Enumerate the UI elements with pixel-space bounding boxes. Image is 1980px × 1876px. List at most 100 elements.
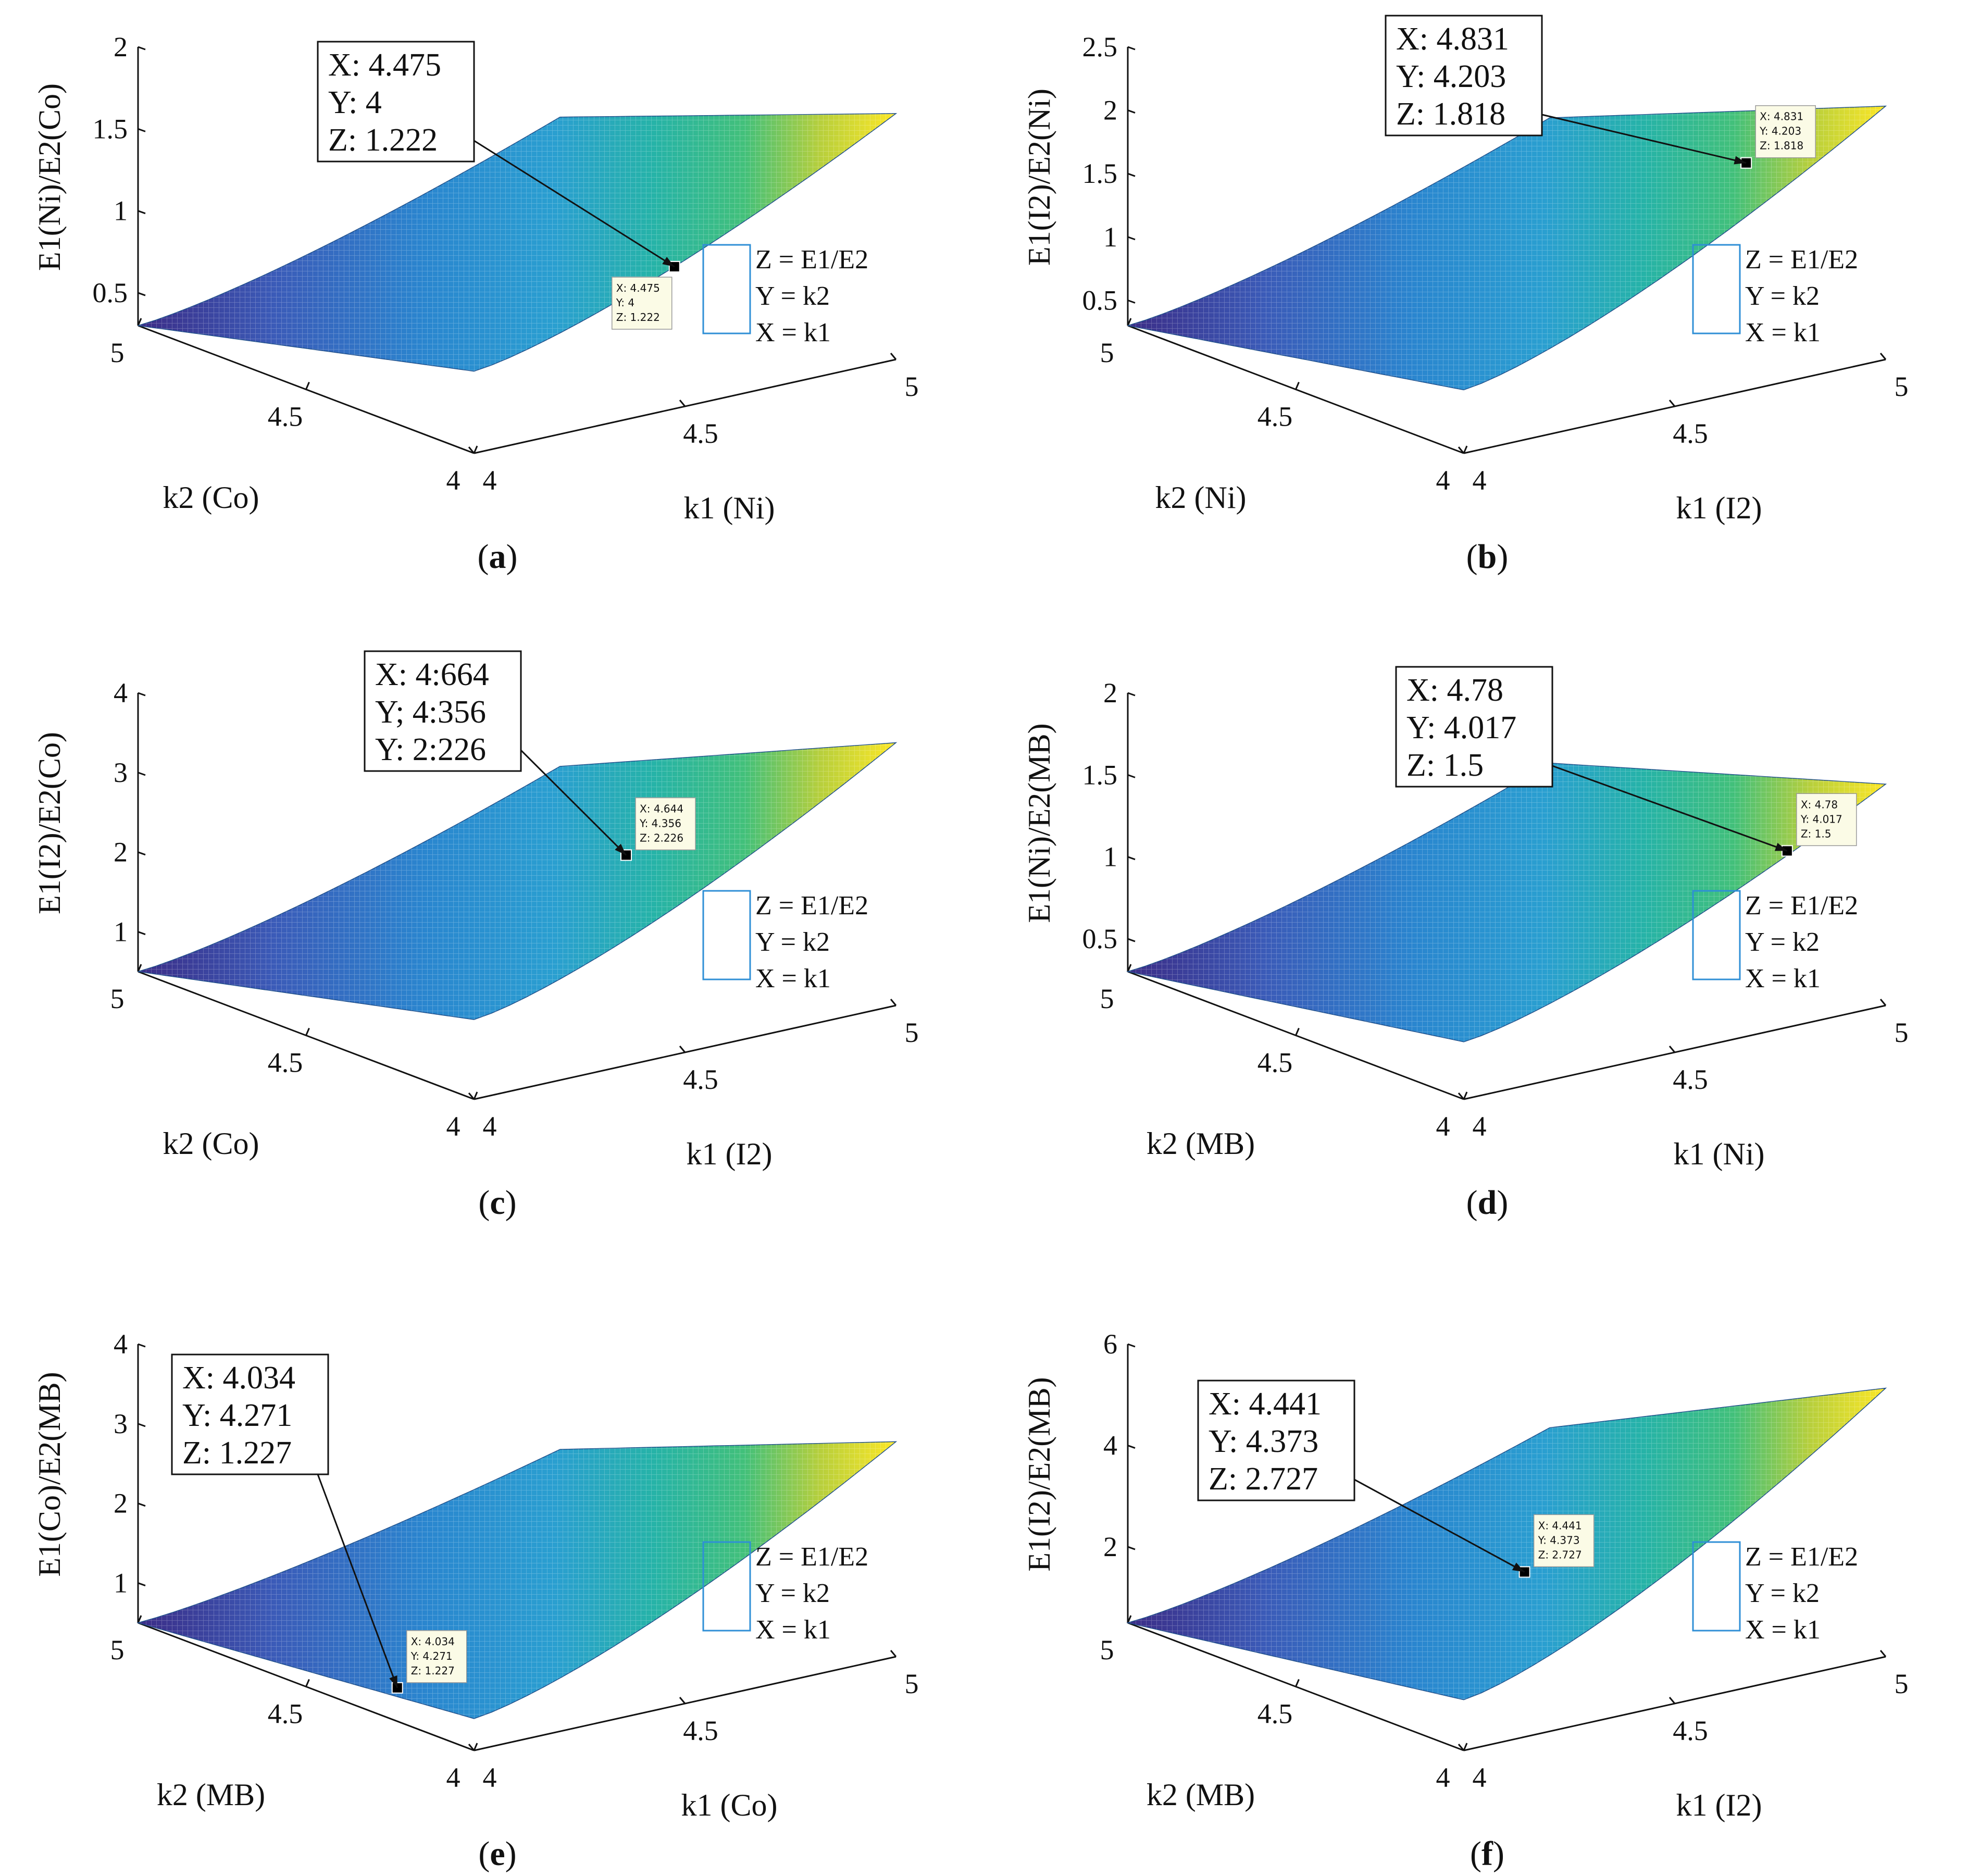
k2-tick-label: 5: [110, 1634, 124, 1666]
legend: Z = E1/E2 Y = k2 X = k1: [1692, 244, 1858, 347]
k2-tick-label: 4.5: [1257, 401, 1293, 432]
z-tick-mark: [138, 1582, 146, 1586]
callout-box: [1385, 15, 1543, 136]
legend: Z = E1/E2 Y = k2 X = k1: [1692, 1541, 1858, 1645]
k1-tick-mark: [890, 353, 897, 360]
datatip-line: Y: 4.017: [1800, 813, 1842, 825]
k1-tick-mark: [1458, 1092, 1465, 1100]
legend-entry: Z = E1/E2: [755, 891, 868, 921]
datatip-box: [612, 277, 673, 330]
callout-box: [317, 41, 475, 163]
z-axis-label: E1(Ni)/E2(Co): [32, 83, 67, 271]
legend-entry: Z = E1/E2: [1745, 1542, 1858, 1572]
k1-tick-label: 4: [483, 1762, 497, 1793]
k1-tick-mark: [468, 1744, 475, 1751]
callout-line: X: 4.78: [1406, 673, 1503, 708]
z-tick-mark: [138, 128, 146, 132]
z-tick-label: 0.5: [1082, 923, 1118, 954]
k1-tick-mark: [1668, 1697, 1676, 1704]
datatip-line: Y: 4.373: [1538, 1534, 1580, 1546]
datatip-line: Y: 4.271: [410, 1650, 453, 1662]
k2-tick-label: 5: [1100, 1634, 1114, 1666]
legend-entry: X = k1: [1745, 964, 1821, 993]
legend-box: [702, 890, 751, 980]
callout-arrow: [520, 749, 627, 856]
callout-box: [1197, 1380, 1355, 1501]
callout-line: Z: 2.727: [1209, 1461, 1318, 1497]
z-tick-label: 1: [114, 1568, 128, 1599]
k1-tick-mark: [1879, 353, 1887, 360]
z-tick-label: 0.5: [1082, 284, 1118, 316]
legend-entry: Y = k2: [1745, 281, 1820, 311]
k2-tick-label: 5: [1100, 983, 1114, 1014]
k2-tick-mark: [473, 445, 478, 454]
k2-axis-label: k2 (MB): [157, 1778, 265, 1812]
k1-axis-label: k1 (I2): [1676, 1788, 1762, 1822]
legend: Z = E1/E2 Y = k2 X = k1: [1692, 890, 1858, 993]
k1-tick-mark: [679, 400, 686, 407]
callout-arrow: [1541, 114, 1747, 164]
legend-entry: X = k1: [1745, 318, 1821, 347]
z-tick-label: 4: [114, 1328, 128, 1360]
z-tick-label: 1: [114, 916, 128, 948]
z-axis-label: E1(Ni)/E2(MB): [1022, 723, 1056, 923]
callout-line: Z: 1.818: [1396, 96, 1505, 132]
panel-a: 0.5 1 1.5 2 5 4.5 4 4 4.5 5 E1(Ni)/E2(Co) k2 (Co) k1…: [32, 31, 919, 576]
z-tick-mark: [138, 772, 146, 776]
callout-line: Z: 1.227: [182, 1435, 292, 1471]
panel-caption: (d): [1466, 1184, 1509, 1222]
datatip-box: [1755, 105, 1816, 158]
arrow-head: [1774, 842, 1787, 851]
k2-tick-mark: [1295, 1027, 1300, 1036]
arrow-head: [1734, 156, 1747, 165]
k2-tick-mark: [305, 1679, 310, 1687]
datatip-line: X: 4.644: [640, 802, 683, 815]
z-axis-label: E1(I2)/E2(Co): [32, 732, 67, 914]
k2-tick-label: 4: [1436, 465, 1450, 496]
legend-entry: Z = E1/E2: [755, 245, 868, 275]
z-tick-mark: [1127, 236, 1136, 241]
k1-tick-label: 4.5: [683, 418, 718, 449]
z-tick-mark: [138, 1423, 146, 1427]
datatip-line: Z: 1.818: [1760, 140, 1803, 152]
z-tick-label: 2: [114, 1488, 128, 1519]
k2-tick-mark: [1463, 445, 1468, 454]
k2-tick-mark: [1463, 1743, 1468, 1751]
z-tick-mark: [1127, 1343, 1136, 1348]
z-tick-label: 1: [114, 195, 128, 227]
k2-tick-label: 4.5: [1257, 1047, 1293, 1078]
k1-tick-label: 4.5: [1673, 1064, 1708, 1095]
k1-tick-mark: [679, 1046, 686, 1053]
panel-caption: (c): [478, 1184, 516, 1222]
callout-box: [1395, 666, 1553, 788]
k2-tick-label: 4: [446, 1762, 460, 1793]
legend-box: [1692, 1541, 1741, 1632]
legend-box: [702, 244, 751, 334]
k2-tick-label: 5: [1100, 337, 1114, 368]
k2-tick-label: 4.5: [268, 1047, 303, 1078]
z-tick-label: 0.5: [93, 277, 128, 308]
z-tick-mark: [1127, 1546, 1136, 1550]
k1-tick-label: 5: [1895, 371, 1909, 402]
k1-tick-mark: [1458, 446, 1465, 454]
legend-box: [702, 1541, 751, 1632]
k1-tick-label: 4: [1473, 1111, 1487, 1142]
k2-tick-mark: [305, 1027, 310, 1036]
datatip-line: X: 4.475: [616, 282, 660, 294]
arrow-head: [615, 843, 627, 855]
z-tick-label: 6: [1103, 1328, 1117, 1360]
z-tick-mark: [1127, 938, 1136, 942]
callout-box: [364, 650, 522, 772]
k2-tick-mark: [1295, 1679, 1300, 1687]
z-tick-mark: [138, 1502, 146, 1507]
arrow-head: [389, 1675, 397, 1688]
z-tick-mark: [138, 210, 146, 215]
k2-tick-mark: [1127, 1615, 1132, 1623]
k2-tick-mark: [137, 318, 142, 326]
legend-entry: X = k1: [755, 964, 831, 993]
datatip-box: [406, 1630, 467, 1683]
